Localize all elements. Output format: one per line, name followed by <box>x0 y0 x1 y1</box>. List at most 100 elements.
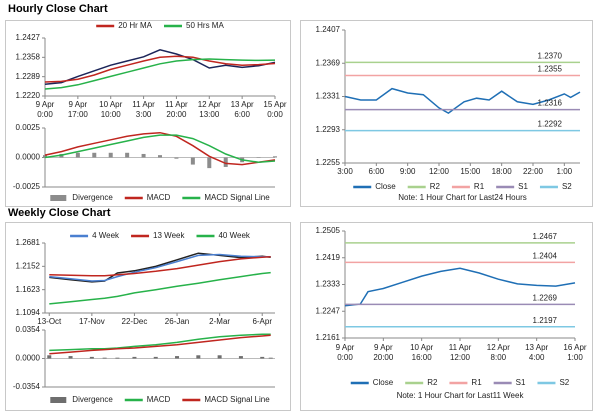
legend-label: MACD Signal Line <box>204 193 270 202</box>
x-tick-label: 11 Apr 3:00 <box>132 100 155 119</box>
x-tick-label: 17-Nov <box>79 317 105 326</box>
legend-label: S1 <box>516 378 526 387</box>
legend-label: R2 <box>427 378 438 387</box>
y-tick-label: 1.2331 <box>316 92 341 101</box>
divergence-bar <box>141 153 146 158</box>
level-label: 1.2197 <box>533 316 558 325</box>
y-tick-label: 1.2161 <box>316 333 341 342</box>
x-tick-label: 15:00 <box>460 167 481 176</box>
chart-note: Note: 1 Hour Chart for Last11 Week <box>397 391 525 400</box>
panel-frame <box>300 20 593 207</box>
x-tick-label: 9 Apr 0:00 <box>36 100 55 119</box>
level-label: 1.2467 <box>533 232 558 241</box>
legend-label: Close <box>373 378 394 387</box>
x-tick-label: 22:00 <box>523 167 544 176</box>
x-tick-label: 1:00 <box>557 167 573 176</box>
legend-label: S1 <box>518 182 528 191</box>
x-tick-label: 6-Apr <box>252 317 272 326</box>
divergence-bar <box>43 155 47 158</box>
level-label: 1.2404 <box>533 252 558 261</box>
section-title: Hourly Close Chart <box>8 3 108 15</box>
divergence-bar <box>174 157 179 159</box>
x-tick-label: 11 Apr 20:00 <box>165 100 188 119</box>
level-label: 1.2370 <box>538 51 563 60</box>
section-title: Weekly Close Chart <box>8 207 111 219</box>
legend-swatch <box>50 195 67 201</box>
legend-label: MACD Signal Line <box>204 395 270 404</box>
legend-label: 50 Hrs MA <box>186 21 224 30</box>
legend-label: 40 Week <box>218 231 250 240</box>
y-tick-label: 1.1094 <box>16 308 41 317</box>
legend-swatch <box>50 397 67 403</box>
series-line <box>49 334 271 355</box>
y-tick-label: 1.1623 <box>16 285 41 294</box>
y-tick-label: 1.2505 <box>316 226 341 235</box>
x-tick-label: 3:00 <box>337 167 353 176</box>
divergence-bar <box>153 356 158 359</box>
divergence-bar <box>158 155 162 158</box>
divergence-bar <box>268 357 273 359</box>
y-tick-label: 1.2419 <box>316 253 341 262</box>
legend-label: 20 Hr MA <box>118 21 152 30</box>
panel-frame <box>5 20 291 207</box>
legend-label: 13 Week <box>153 231 185 240</box>
legend-label: MACD <box>147 395 171 404</box>
series-line <box>44 134 276 163</box>
y-tick-label: 1.2220 <box>16 91 41 100</box>
x-tick-label: 9:00 <box>400 167 416 176</box>
x-tick-label: 9 Apr 0:00 <box>336 343 355 362</box>
x-tick-label: 12:00 <box>429 167 450 176</box>
x-tick-label: 13-Oct <box>37 317 62 326</box>
x-tick-label: 13 Apr 6:00 <box>231 100 254 119</box>
legend-label: S2 <box>559 378 569 387</box>
divergence-bar <box>92 152 97 158</box>
y-tick-label: 1.2681 <box>16 238 41 247</box>
y-tick-label: 1.2247 <box>316 306 341 315</box>
y-tick-label: 0.0000 <box>16 354 41 363</box>
divergence-bar <box>89 356 94 359</box>
series-line <box>344 267 576 307</box>
x-tick-label: 12 Apr 13:00 <box>198 100 221 119</box>
divergence-bar <box>273 156 277 158</box>
series-line <box>344 87 581 114</box>
x-tick-label: 10 Apr 10:00 <box>99 100 122 119</box>
divergence-bar <box>47 355 52 359</box>
divergence-bar <box>102 357 107 359</box>
legend-label: R1 <box>474 182 485 191</box>
series-line <box>49 253 271 282</box>
level-label: 1.2292 <box>538 120 563 129</box>
divergence-bar <box>115 357 120 359</box>
y-tick-label: -0.0354 <box>13 382 41 391</box>
divergence-bar <box>190 157 195 165</box>
legend-label: S2 <box>562 182 572 191</box>
x-tick-label: 22-Dec <box>122 317 148 326</box>
divergence-bar <box>108 152 113 158</box>
legend-label: Divergence <box>72 193 113 202</box>
series-line <box>49 255 271 277</box>
series-line <box>44 49 276 85</box>
series-line <box>49 252 271 283</box>
series-line <box>44 58 276 90</box>
series-line <box>44 131 276 166</box>
y-tick-label: 0.0354 <box>16 325 41 334</box>
level-label: 1.2316 <box>538 99 563 108</box>
x-tick-label: 6:00 <box>369 167 385 176</box>
x-tick-label: 10 Apr 16:00 <box>410 343 433 362</box>
x-tick-label: 2-Mar <box>209 317 230 326</box>
level-label: 1.2269 <box>533 294 558 303</box>
y-tick-label: 1.2333 <box>316 280 341 289</box>
y-tick-label: 1.2369 <box>316 58 341 67</box>
y-tick-label: 1.2152 <box>16 261 41 270</box>
legend-label: 4 Week <box>92 231 120 240</box>
y-tick-label: 1.2407 <box>316 25 341 34</box>
divergence-bar <box>68 356 73 359</box>
x-tick-label: 9 Apr 20:00 <box>373 343 394 362</box>
legend-label: R1 <box>471 378 482 387</box>
x-tick-label: 26-Jan <box>165 317 189 326</box>
legend-label: Divergence <box>72 395 113 404</box>
level-label: 1.2355 <box>538 65 563 74</box>
chart-note: Note: 1 Hour Chart for Last24 Hours <box>398 193 527 202</box>
divergence-bar <box>207 157 212 169</box>
x-tick-label: 11 Apr 12:00 <box>449 343 472 362</box>
